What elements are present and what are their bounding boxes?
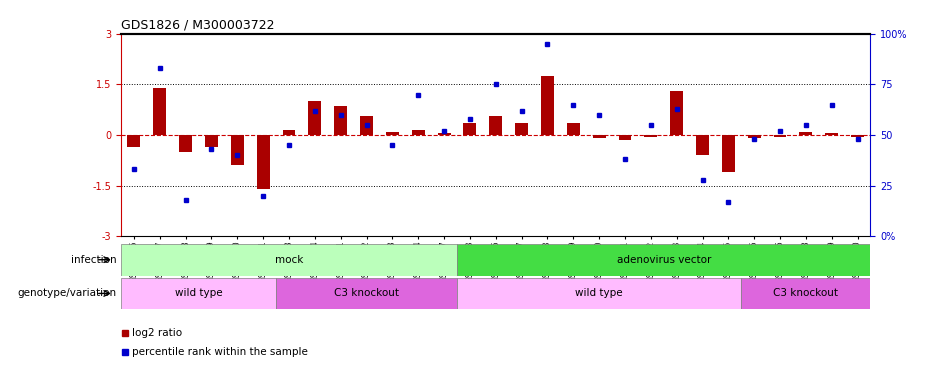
Text: wild type: wild type bbox=[175, 288, 223, 298]
Bar bbox=[412, 130, 425, 135]
Bar bbox=[851, 135, 864, 137]
Bar bbox=[231, 135, 244, 165]
Bar bbox=[128, 135, 141, 147]
Bar bbox=[748, 135, 761, 138]
Bar bbox=[277, 278, 457, 309]
Bar bbox=[741, 278, 870, 309]
Bar bbox=[457, 278, 741, 309]
Bar bbox=[490, 116, 502, 135]
Bar bbox=[257, 135, 270, 189]
Bar bbox=[205, 135, 218, 147]
Text: GDS1826 / M300003722: GDS1826 / M300003722 bbox=[121, 18, 275, 31]
Bar bbox=[154, 88, 167, 135]
Text: infection: infection bbox=[71, 255, 116, 265]
Bar bbox=[438, 134, 451, 135]
Text: adenovirus vector: adenovirus vector bbox=[616, 255, 711, 265]
Text: wild type: wild type bbox=[575, 288, 623, 298]
Text: mock: mock bbox=[275, 255, 304, 265]
Bar bbox=[334, 106, 347, 135]
Bar bbox=[464, 123, 477, 135]
Bar bbox=[670, 91, 683, 135]
Bar bbox=[457, 244, 870, 276]
Text: log2 ratio: log2 ratio bbox=[131, 328, 182, 338]
Bar bbox=[567, 123, 580, 135]
Bar bbox=[722, 135, 735, 172]
Bar bbox=[644, 135, 657, 137]
Text: percentile rank within the sample: percentile rank within the sample bbox=[131, 347, 307, 357]
Bar bbox=[593, 135, 605, 138]
Bar bbox=[360, 116, 373, 135]
Bar bbox=[282, 130, 295, 135]
Text: C3 knockout: C3 knockout bbox=[334, 288, 399, 298]
Bar bbox=[308, 101, 321, 135]
Bar bbox=[179, 135, 192, 152]
Text: C3 knockout: C3 knockout bbox=[774, 288, 839, 298]
Text: genotype/variation: genotype/variation bbox=[18, 288, 116, 298]
Bar bbox=[800, 132, 813, 135]
Bar bbox=[121, 278, 277, 309]
Bar bbox=[121, 244, 457, 276]
Bar bbox=[825, 134, 838, 135]
Bar bbox=[618, 135, 631, 140]
Bar bbox=[515, 123, 528, 135]
Bar bbox=[541, 76, 554, 135]
Bar bbox=[774, 135, 787, 137]
Bar bbox=[386, 132, 398, 135]
Bar bbox=[696, 135, 709, 155]
